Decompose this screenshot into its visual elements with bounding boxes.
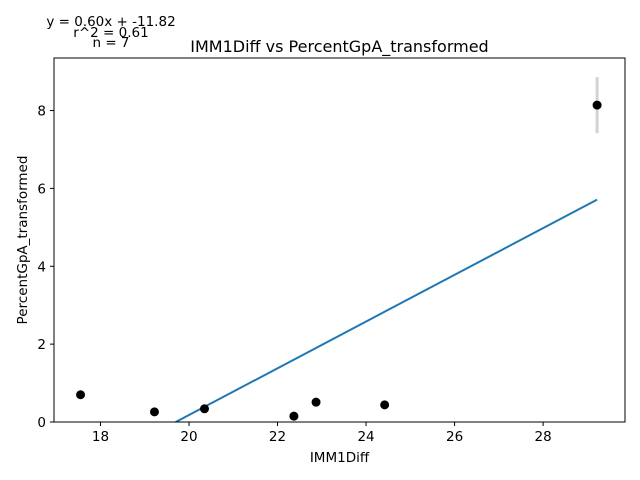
data-point [149,407,159,417]
x-axis-label: IMM1Diff [310,450,370,466]
data-point [76,390,86,400]
x-tick-label: 20 [180,429,197,445]
data-point [199,404,209,414]
r-squared-label: r^2 = 0.61 [73,25,148,41]
y-tick-label: 8 [37,104,46,120]
data-point [311,397,321,407]
y-axis-ticks: 0 2 4 6 8 [37,104,54,431]
y-tick-label: 4 [37,259,46,275]
sample-count-label: n = 7 [92,35,129,51]
x-axis-ticks: 18 20 22 24 26 28 [92,422,552,445]
y-tick-label: 6 [37,181,46,197]
x-tick-label: 28 [535,429,552,445]
x-tick-label: 22 [269,429,286,445]
chart-title: IMM1Diff vs PercentGpA_transformed [190,37,488,57]
chart-marks [76,77,602,422]
x-tick-label: 26 [446,429,463,445]
y-tick-label: 2 [37,337,46,353]
x-tick-label: 24 [357,429,374,445]
data-point [289,411,299,421]
plot-frame [53,57,626,423]
data-point [380,400,390,410]
fit-equation: y = 0.60x + -11.82 [46,14,175,30]
data-point [592,100,602,110]
y-axis-label: PercentGpA_transformed [15,156,31,325]
fit-line [175,198,598,422]
x-tick-label: 18 [92,429,109,445]
y-tick-label: 0 [37,415,46,431]
